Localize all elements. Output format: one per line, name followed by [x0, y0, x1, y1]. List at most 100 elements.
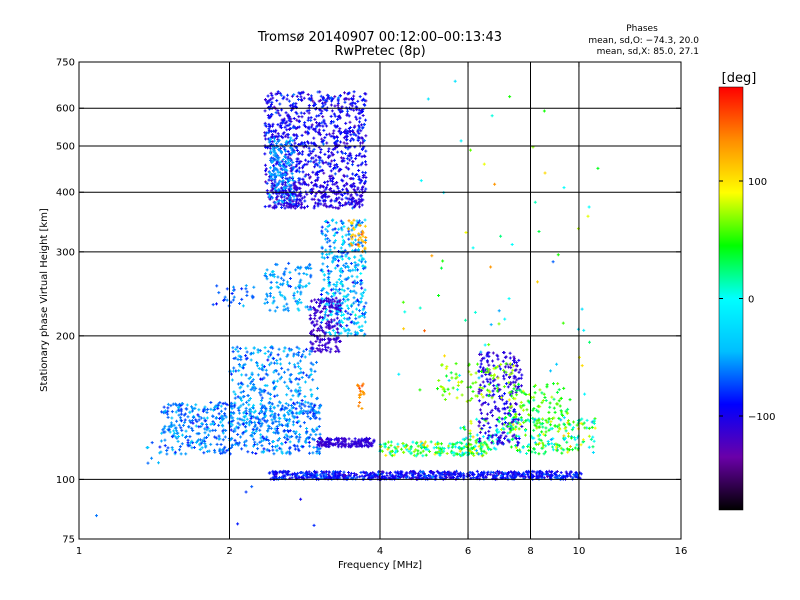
data-point [523, 429, 527, 433]
data-point [329, 318, 333, 322]
data-point [295, 401, 299, 405]
data-point [327, 272, 331, 276]
data-point [322, 256, 326, 260]
data-point [316, 202, 320, 206]
data-point [495, 427, 499, 431]
data-point [309, 340, 313, 344]
data-point [543, 395, 547, 399]
data-point [171, 434, 175, 438]
data-point [468, 438, 472, 442]
data-point [244, 444, 248, 448]
data-point [318, 324, 322, 328]
data-point [347, 167, 351, 171]
data-point [332, 318, 336, 322]
data-point [284, 177, 288, 181]
data-point [259, 402, 263, 406]
data-point [358, 236, 362, 240]
data-point [321, 161, 325, 165]
data-point [250, 485, 254, 489]
data-point [359, 123, 363, 127]
data-point [241, 395, 245, 399]
data-point [297, 170, 301, 174]
data-point [364, 439, 368, 443]
data-point [329, 347, 333, 351]
data-point [288, 277, 292, 281]
data-point [355, 193, 359, 197]
legend-title: Phases [626, 24, 658, 34]
data-point [416, 449, 420, 453]
data-point [297, 449, 301, 453]
data-point [282, 198, 286, 202]
data-point [577, 355, 581, 359]
data-point [516, 385, 520, 389]
data-point [504, 355, 508, 359]
data-point [393, 451, 397, 455]
data-point [269, 176, 273, 180]
data-point [458, 449, 462, 453]
data-point [330, 159, 334, 163]
data-point [344, 196, 348, 200]
data-point [272, 370, 276, 374]
data-point [343, 203, 347, 207]
data-point [200, 421, 204, 425]
data-point [272, 183, 276, 187]
data-point [307, 266, 311, 270]
data-point [291, 199, 295, 203]
data-point [573, 438, 577, 442]
data-point [515, 378, 519, 382]
data-point [491, 389, 495, 393]
data-point [166, 402, 170, 406]
data-point [312, 429, 316, 433]
data-point [380, 470, 384, 474]
data-point [422, 445, 426, 449]
data-point [323, 122, 327, 126]
data-point [275, 197, 279, 201]
data-point [266, 349, 270, 353]
data-point [278, 282, 282, 286]
data-point [94, 514, 98, 518]
data-point [282, 200, 286, 204]
data-point [270, 410, 274, 414]
data-point [389, 440, 393, 444]
data-point [476, 362, 480, 366]
data-point [421, 449, 425, 453]
data-point [271, 96, 275, 100]
data-point [316, 327, 320, 331]
data-point [424, 447, 428, 451]
data-point [161, 428, 165, 432]
data-point [319, 111, 323, 115]
data-point [243, 440, 247, 444]
data-point [267, 355, 271, 359]
data-point [338, 470, 342, 474]
data-point [516, 418, 520, 422]
data-point [481, 435, 485, 439]
data-point [345, 324, 349, 328]
data-point [281, 179, 285, 183]
data-point [401, 442, 405, 446]
data-point [325, 133, 329, 137]
data-point [555, 449, 559, 453]
data-point [593, 426, 597, 430]
data-point [566, 432, 570, 436]
data-point [245, 411, 249, 415]
data-point [175, 403, 179, 407]
data-point [236, 433, 240, 437]
data-point [364, 171, 368, 175]
data-point [350, 439, 354, 443]
data-point [174, 435, 178, 439]
data-point [352, 218, 356, 222]
data-point [405, 448, 409, 452]
data-point [310, 181, 314, 185]
data-point [487, 368, 491, 372]
data-point [296, 266, 300, 270]
data-point [455, 469, 459, 473]
data-point [491, 351, 495, 355]
data-point [351, 310, 355, 314]
data-point [285, 384, 289, 388]
data-point [295, 163, 299, 167]
data-point [444, 374, 448, 378]
data-point [386, 447, 390, 451]
data-point [298, 386, 302, 390]
data-point [241, 432, 245, 436]
data-point [509, 445, 513, 449]
